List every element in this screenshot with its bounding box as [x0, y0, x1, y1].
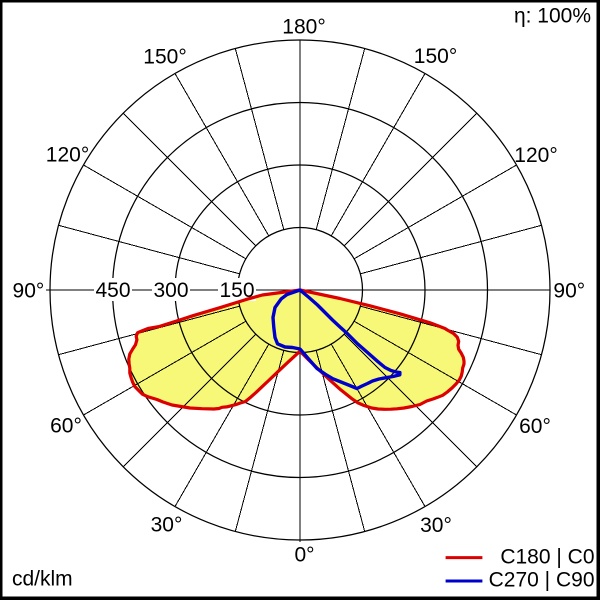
svg-text:150°: 150° — [143, 45, 186, 68]
svg-text:0°: 0° — [294, 544, 314, 567]
svg-text:C180 | C0: C180 | C0 — [500, 546, 594, 569]
svg-text:150°: 150° — [414, 45, 457, 68]
svg-text:150: 150 — [219, 279, 254, 302]
svg-text:300: 300 — [153, 279, 188, 302]
svg-text:30°: 30° — [151, 513, 183, 536]
svg-text:90°: 90° — [553, 280, 585, 303]
svg-text:cd/klm: cd/klm — [12, 568, 73, 591]
svg-text:450: 450 — [95, 279, 130, 302]
svg-text:C270 | C90: C270 | C90 — [489, 569, 595, 592]
svg-text:90°: 90° — [13, 280, 45, 303]
svg-text:30°: 30° — [420, 514, 452, 537]
svg-text:60°: 60° — [519, 415, 551, 438]
svg-text:60°: 60° — [50, 415, 82, 438]
svg-text:η: 100%: η: 100% — [514, 5, 591, 28]
svg-text:120°: 120° — [514, 144, 557, 167]
svg-text:120°: 120° — [46, 144, 89, 167]
svg-text:180°: 180° — [282, 16, 325, 39]
